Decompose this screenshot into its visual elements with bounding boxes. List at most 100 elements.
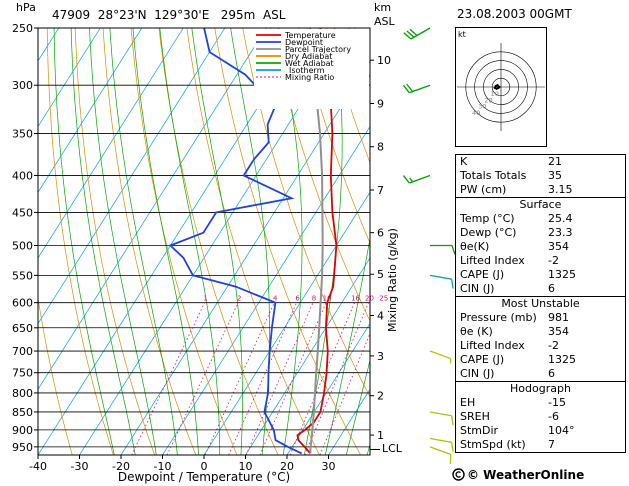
index-row: CIN (J) 6	[456, 367, 625, 381]
wind-barb	[429, 411, 454, 426]
index-row: Temp (°C) 25.4	[456, 212, 625, 226]
mixing-ratio-line	[304, 302, 369, 455]
wind-barb	[402, 174, 431, 184]
pressure-tick-label: 900	[12, 424, 33, 437]
mixing-ratio-label: 16	[351, 295, 360, 303]
temperature-tick-label: 0	[201, 460, 208, 473]
index-value: 6	[548, 282, 555, 295]
dry-adiabat-line	[438, 28, 455, 455]
dry-adiabat-line	[242, 28, 370, 398]
index-row: Pressure (mb) 981	[456, 311, 625, 325]
dry-adiabat-line	[158, 28, 279, 455]
pressure-tick-label: 300	[12, 79, 33, 92]
pressure-tick-label: 650	[12, 322, 33, 335]
index-value: 25.4	[548, 212, 573, 225]
indices-panel: K 21 Totals Totals 35 PW (cm) 3.15 Surface …	[455, 154, 626, 453]
credit: © WeatherOnline	[452, 468, 584, 482]
hodograph-ring	[491, 77, 511, 97]
index-value: -2	[548, 339, 559, 352]
wet-adiabat-line	[191, 28, 243, 455]
index-row: Dewp (°C) 23.3	[456, 226, 625, 240]
section-title: Most Unstable	[501, 297, 580, 310]
dry-adiabat-line	[214, 28, 361, 455]
wind-barb	[429, 446, 452, 464]
surface-section: Surface Temp (°C) 25.4 Dewp (°C) 23.3 θe(K…	[456, 197, 625, 296]
index-label: CAPE (J)	[460, 268, 505, 281]
index-label: PW (cm)	[460, 183, 507, 196]
dewpoint-line	[168, 28, 303, 455]
km-label: km	[374, 1, 391, 14]
legend-label: Mixing Ratio	[285, 73, 334, 82]
index-value: -6	[548, 410, 559, 423]
index-row: Lifted Index -2	[456, 254, 625, 268]
mixing-ratio-label: 6	[295, 295, 300, 303]
hodograph-ring-label: 10	[491, 90, 499, 98]
index-value: 981	[548, 311, 569, 324]
index-value: 1325	[548, 268, 576, 281]
dry-adiabat-line	[102, 28, 197, 455]
km-tick-label: 5	[377, 268, 384, 281]
km-tick-label: 4	[377, 309, 384, 322]
legend-label: Dry Adiabat	[285, 52, 332, 61]
pressure-tick-label: 600	[12, 297, 33, 310]
temperature-line	[296, 28, 338, 454]
index-value: 3.15	[548, 183, 573, 196]
index-row: CAPE (J) 1325	[456, 268, 625, 282]
index-value: -2	[548, 254, 559, 267]
wet-adiabat-line	[132, 28, 199, 455]
legend-label: Wet Adiabat	[285, 59, 334, 68]
pressure-tick-label: 500	[12, 239, 33, 252]
index-label: Lifted Index	[460, 339, 525, 352]
mixing-ratio-label: 8	[312, 295, 316, 303]
hpa-label: hPa	[16, 1, 36, 14]
skew-t-diagram: 1 2 4 6 8 10 16 20 25250300350400450500550600650…	[12, 1, 455, 484]
temperature-tick-label: -30	[71, 460, 89, 473]
mixing-ratio-axis-label: Mixing Ratio (g/kg)	[386, 228, 399, 332]
index-row: EH -15	[456, 396, 625, 410]
wet-adiabat-line	[89, 28, 157, 455]
pressure-tick-label: 550	[12, 269, 33, 282]
index-label: StmSpd (kt)	[460, 438, 526, 451]
index-label: θe (K)	[460, 325, 493, 338]
index-label: Totals Totals	[460, 169, 527, 182]
index-label: Lifted Index	[460, 254, 525, 267]
index-label: StmDir	[460, 424, 499, 437]
pressure-tick-label: 750	[12, 367, 33, 380]
wind-barb	[402, 83, 431, 94]
parcel-trajectory-line	[308, 28, 324, 454]
isotherm-line	[38, 28, 226, 325]
temperature-tick-label: 20	[280, 460, 294, 473]
wet-adiabat-line	[277, 28, 303, 455]
isotherm-line	[286, 322, 370, 455]
isotherm-line	[38, 28, 184, 259]
hodograph-ring	[465, 51, 537, 123]
legend-label: Isotherm	[289, 66, 325, 75]
copyright-icon	[452, 468, 465, 482]
wet-adiabat-line	[53, 28, 115, 455]
hodograph-unit-label: kt	[458, 30, 466, 39]
dry-adiabat-line	[46, 28, 114, 455]
hodograph-ring-label: 20	[484, 96, 492, 104]
mixing-ratio-label: 1	[203, 295, 207, 303]
wind-barb	[429, 274, 454, 289]
index-value: 1325	[548, 353, 576, 366]
index-label: SREH	[460, 410, 490, 423]
km-tick-label: 2	[377, 390, 384, 403]
wind-barb	[430, 244, 455, 255]
section-title: Surface	[519, 198, 562, 211]
mixing-ratio-label: 25	[379, 295, 388, 303]
temperature-tick-label: -20	[112, 460, 130, 473]
index-value: 6	[548, 367, 555, 380]
km-tick-label: 3	[377, 350, 384, 363]
index-value: 104°	[548, 424, 575, 437]
temperature-tick-label: -40	[29, 460, 47, 473]
wet-adiabat-line	[109, 28, 178, 455]
isotherm-line	[38, 28, 101, 128]
wind-barb	[429, 437, 454, 452]
index-value: 21	[548, 155, 562, 168]
index-row-totals: Totals Totals 35	[456, 169, 625, 183]
index-value: 35	[548, 169, 562, 182]
pressure-tick-label: 850	[12, 406, 33, 419]
wind-barb	[429, 350, 452, 364]
isotherm-line	[38, 28, 143, 193]
